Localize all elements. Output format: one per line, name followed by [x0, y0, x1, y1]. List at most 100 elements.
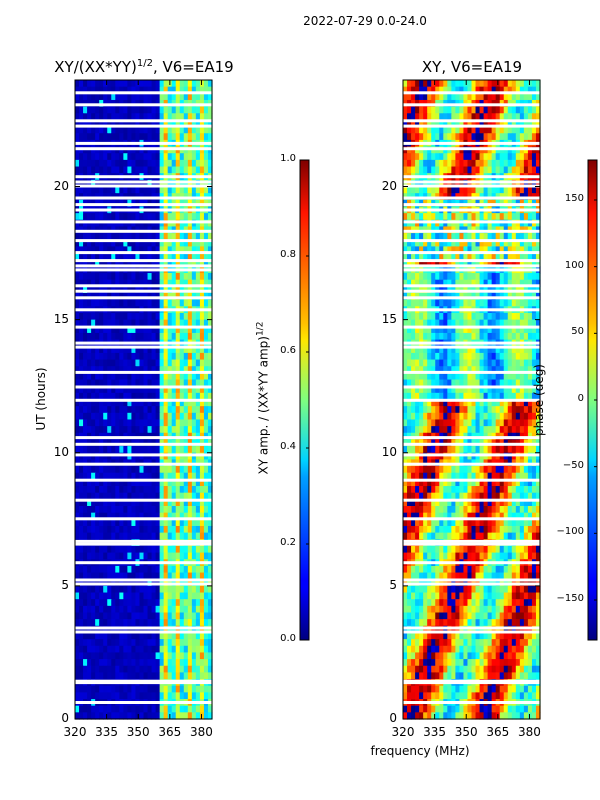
- heatmap-cell: [451, 239, 456, 248]
- heatmap-cell: [439, 312, 444, 321]
- heatmap-cell: [115, 565, 120, 574]
- heatmap-cell: [159, 113, 165, 121]
- heatmap-cell: [171, 392, 177, 401]
- heatmap-cell: [511, 166, 517, 174]
- heatmap-cell: [99, 545, 104, 554]
- heatmap-cell: [203, 532, 209, 540]
- heatmap-cell: [535, 153, 541, 161]
- heatmap-cell: [479, 326, 485, 334]
- flagged-gap-row: [75, 229, 212, 233]
- heatmap-cell: [439, 259, 444, 267]
- heatmap-cell: [423, 299, 428, 307]
- heatmap-cell: [143, 379, 149, 387]
- heatmap-cell: [171, 466, 177, 474]
- heatmap-cell: [151, 685, 157, 693]
- heatmap-cell: [527, 166, 533, 174]
- heatmap-cell: [207, 133, 213, 141]
- heatmap-cell: [183, 652, 189, 660]
- heatmap-cell: [135, 619, 141, 627]
- heatmap-cell: [203, 466, 209, 474]
- heatmap-cell: [531, 273, 537, 281]
- heatmap-cell: [139, 159, 145, 168]
- heatmap-cell: [147, 113, 153, 121]
- heatmap-cell: [187, 525, 193, 534]
- heatmap-cell: [79, 399, 84, 407]
- heatmap-cell: [119, 545, 124, 554]
- heatmap-cell: [443, 119, 448, 128]
- heatmap-cell: [79, 219, 84, 228]
- heatmap-cell: [87, 346, 92, 354]
- heatmap-cell: [419, 126, 424, 134]
- heatmap-cell: [91, 486, 96, 494]
- heatmap-cell: [515, 80, 521, 88]
- heatmap-cell: [183, 379, 189, 387]
- heatmap-cell: [519, 246, 525, 254]
- heatmap-cell: [79, 366, 84, 374]
- heatmap-cell: [451, 386, 456, 394]
- heatmap-cell: [91, 213, 96, 221]
- heatmap-cell: [127, 186, 133, 194]
- heatmap-cell: [179, 705, 185, 713]
- heatmap-cell: [463, 326, 469, 334]
- heatmap-cell: [423, 153, 428, 161]
- heatmap-cell: [471, 253, 477, 261]
- heatmap-cell: [87, 119, 92, 128]
- heatmap-cell: [135, 239, 141, 248]
- heatmap-cell: [523, 213, 529, 221]
- heatmap-cell: [127, 213, 133, 221]
- heatmap-cell: [167, 665, 173, 674]
- heatmap-cell: [99, 233, 104, 241]
- heatmap-cell: [131, 479, 137, 487]
- heatmap-cell: [187, 253, 193, 261]
- heatmap-cell: [527, 106, 533, 114]
- heatmap-cell: [199, 525, 205, 534]
- heatmap-cell: [91, 525, 96, 534]
- heatmap-cell: [115, 639, 120, 647]
- heatmap-cell: [451, 186, 456, 194]
- heatmap-cell: [87, 506, 92, 514]
- heatmap-cell: [487, 273, 493, 281]
- heatmap-cell: [423, 326, 428, 334]
- heatmap-cell: [83, 519, 88, 527]
- heatmap-cell: [203, 506, 209, 514]
- heatmap-cell: [467, 239, 473, 248]
- heatmap-cell: [95, 426, 100, 434]
- heatmap-cell: [499, 332, 505, 341]
- heatmap-cell: [439, 246, 444, 254]
- heatmap-cell: [419, 346, 424, 354]
- heatmap-cell: [487, 299, 493, 307]
- heatmap-cell: [203, 93, 209, 101]
- heatmap-cell: [203, 332, 209, 341]
- heatmap-cell: [191, 319, 197, 327]
- heatmap-cell: [179, 466, 185, 474]
- heatmap-cell: [519, 253, 525, 261]
- heatmap-cell: [111, 279, 116, 287]
- heatmap-cell: [135, 572, 141, 580]
- heatmap-cell: [179, 93, 185, 101]
- heatmap-cell: [407, 93, 412, 101]
- heatmap-cell: [459, 219, 465, 228]
- heatmap-cell: [139, 499, 145, 507]
- heatmap-cell: [479, 379, 485, 387]
- heatmap-cell: [531, 399, 537, 407]
- heatmap-cell: [475, 246, 481, 254]
- heatmap-cell: [515, 372, 521, 381]
- heatmap-cell: [527, 319, 533, 327]
- heatmap-cell: [79, 645, 84, 654]
- heatmap-cell: [175, 639, 181, 647]
- heatmap-cell: [171, 233, 177, 241]
- heatmap-cell: [175, 612, 181, 620]
- heatmap-cell: [199, 599, 205, 607]
- heatmap-cell: [415, 126, 420, 134]
- heatmap-cell: [99, 273, 104, 281]
- heatmap-cell: [179, 126, 185, 134]
- heatmap-cell: [87, 312, 92, 321]
- heatmap-cell: [447, 326, 452, 334]
- heatmap-cell: [203, 446, 209, 454]
- heatmap-cell: [179, 645, 185, 654]
- heatmap-cell: [75, 386, 80, 394]
- heatmap-cell: [131, 126, 137, 134]
- heatmap-cell: [475, 392, 481, 401]
- heatmap-cell: [147, 279, 153, 287]
- heatmap-cell: [199, 332, 205, 341]
